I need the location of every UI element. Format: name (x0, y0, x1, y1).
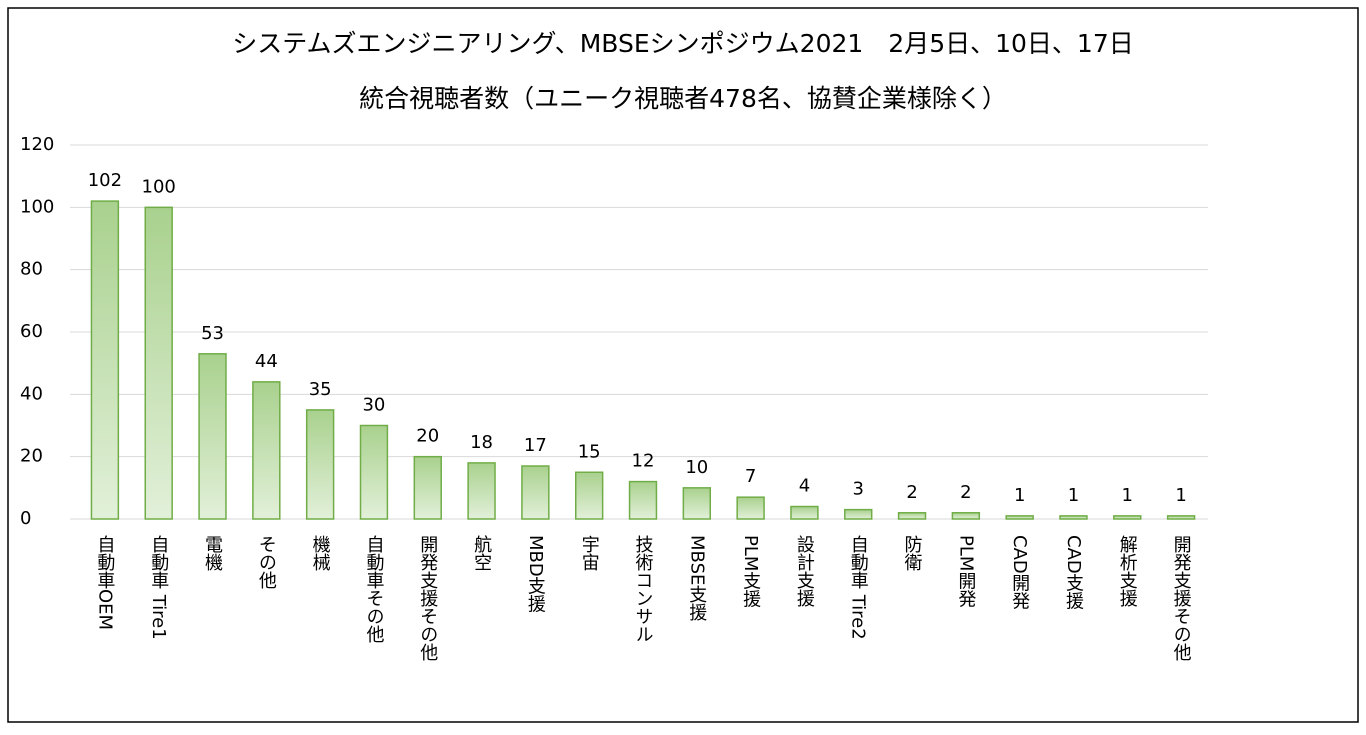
data-label: 1 (1068, 485, 1079, 506)
x-tick-label: CAD開発 (1009, 535, 1030, 610)
x-tick-label: 設計支援 (794, 535, 815, 608)
data-label: 53 (201, 323, 224, 344)
x-tick-label: 自動車OEM (94, 535, 115, 630)
bar (144, 206, 173, 520)
x-tick-label: 自動車 Tire1 (148, 535, 169, 640)
x-tick-label: PLM開発 (955, 535, 976, 607)
x-tick-label: 電機 (202, 535, 223, 572)
y-tick-label: 40 (20, 383, 43, 404)
y-tick-label: 20 (20, 446, 43, 467)
data-label: 1 (1122, 485, 1133, 506)
bar (521, 465, 550, 520)
y-tick-label: 120 (20, 134, 54, 155)
data-label: 100 (142, 176, 176, 197)
bar (628, 480, 658, 520)
bar (90, 200, 120, 520)
bar (467, 462, 496, 520)
bar (574, 471, 604, 520)
bar (951, 512, 981, 520)
data-label: 15 (578, 441, 601, 462)
x-tick-label: 自動車 Tire2 (848, 535, 869, 640)
x-tick-label: 開発支援その他 (1171, 535, 1192, 661)
bar (1113, 515, 1142, 520)
bar (359, 424, 389, 520)
data-label: 18 (470, 432, 493, 453)
data-label: 35 (309, 379, 332, 400)
x-tick-label: 機械 (310, 535, 331, 571)
x-tick-label: 解析支援 (1117, 535, 1138, 608)
chart-frame (7, 7, 1359, 723)
data-label: 3 (853, 479, 864, 500)
data-label: 12 (632, 451, 655, 472)
x-tick-label: その他 (256, 535, 277, 589)
bar (413, 455, 442, 520)
bar (1005, 515, 1034, 520)
x-tick-label: 宇宙 (579, 535, 600, 571)
data-label: 102 (88, 170, 122, 191)
bar (790, 505, 819, 520)
data-label: 2 (960, 482, 971, 503)
data-label: 30 (362, 395, 385, 416)
bar (897, 512, 927, 520)
x-tick-label: 航空 (471, 535, 492, 571)
x-tick-label: MBD支援 (525, 535, 546, 614)
x-tick-label: MBSE支援 (686, 535, 707, 622)
y-tick-label: 0 (20, 508, 31, 529)
x-tick-label: CAD支援 (1063, 535, 1084, 611)
data-label: 4 (799, 476, 810, 497)
data-label: 7 (745, 466, 756, 487)
x-tick-label: 自動車その他 (363, 535, 384, 643)
bar (1166, 515, 1196, 520)
x-tick-label: PLM支援 (740, 535, 761, 608)
chart-title: システムズエンジニアリング、MBSEシンポジウム2021 2月5日、10日、17… (232, 29, 1134, 58)
data-label: 20 (416, 426, 439, 447)
y-tick-label: 100 (20, 196, 54, 217)
bar (844, 508, 873, 520)
bar (1059, 515, 1088, 520)
chart-subtitle: 統合視聴者数（ユニーク視聴者478名、協賛企業様除く） (359, 84, 1007, 113)
y-tick-label: 80 (20, 259, 43, 280)
data-label: 2 (906, 482, 917, 503)
data-label: 1 (1014, 485, 1025, 506)
bar (682, 487, 712, 520)
bar (252, 381, 281, 520)
bar (198, 353, 227, 520)
data-label: 1 (1175, 485, 1186, 506)
data-label: 10 (685, 457, 708, 478)
y-tick-label: 60 (20, 321, 43, 342)
data-label: 44 (255, 351, 278, 372)
x-tick-label: 開発支援その他 (417, 535, 438, 661)
bar (305, 409, 335, 520)
x-tick-label: 防衛 (902, 535, 923, 571)
data-label: 17 (524, 435, 547, 456)
bar (736, 496, 765, 520)
x-tick-label: 技術コンサル (633, 535, 654, 643)
